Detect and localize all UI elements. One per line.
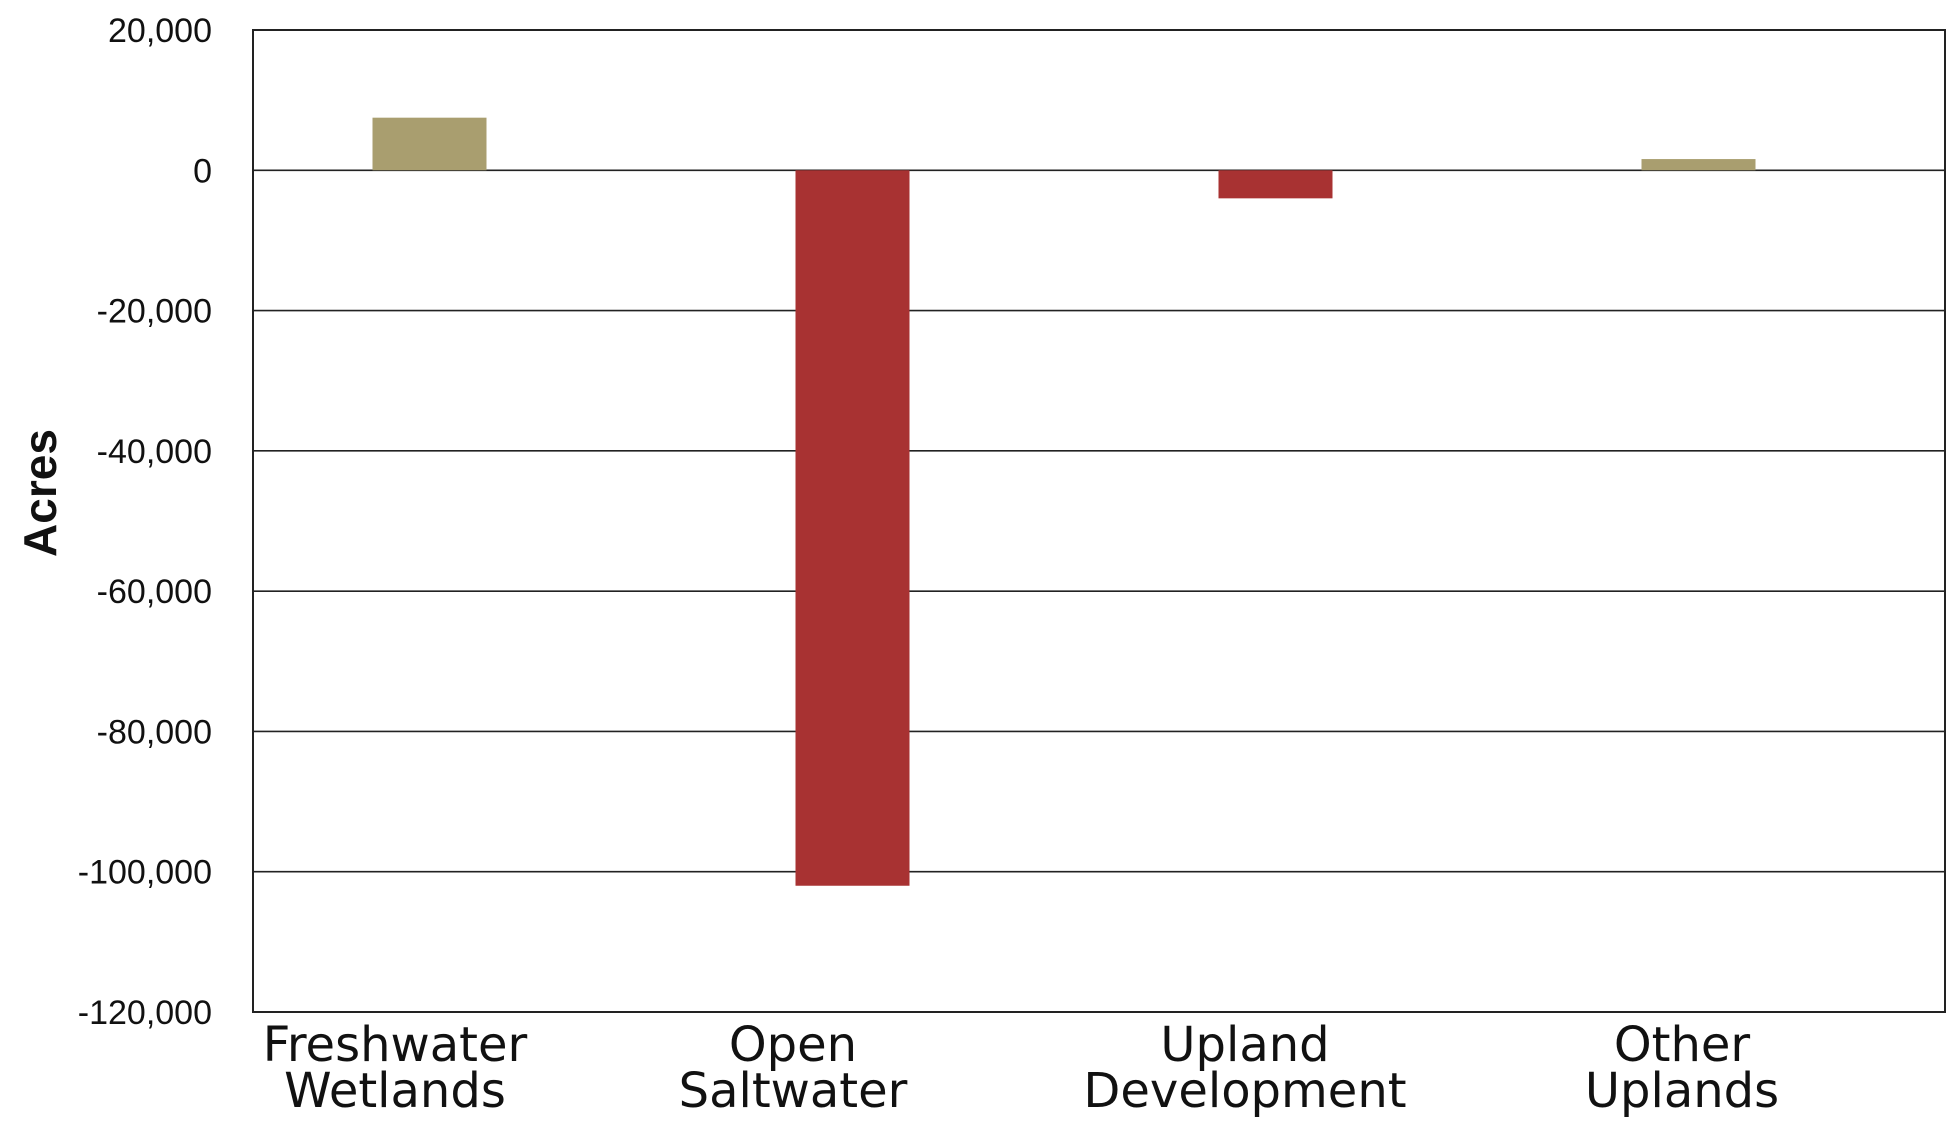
gridlines bbox=[253, 169, 1945, 873]
x-category-label-line: Freshwater bbox=[263, 1017, 528, 1073]
x-category-label-line: Development bbox=[1083, 1063, 1406, 1119]
x-category-label: Open Saltwater bbox=[679, 1017, 908, 1119]
x-category-label: Upland Development bbox=[1083, 1017, 1406, 1119]
y-axis-label: Acres bbox=[14, 429, 66, 557]
bar bbox=[1641, 159, 1756, 171]
y-tick-label: -100,000 bbox=[78, 854, 212, 892]
x-axis-categories: Freshwater Wetlands Open Saltwater Upland Dev… bbox=[263, 1017, 1779, 1119]
x-category-label-line: Open bbox=[729, 1017, 857, 1073]
y-tick-label: 0 bbox=[193, 152, 212, 190]
x-category-label-line: Saltwater bbox=[679, 1063, 908, 1119]
bar bbox=[1218, 170, 1333, 199]
plot-frame bbox=[252, 29, 1946, 1013]
y-axis-ticks: 20,000 0 -20,000 -40,000 -60,000 -80,000 -100,… bbox=[78, 12, 212, 1032]
y-tick-label: -120,000 bbox=[78, 994, 212, 1032]
bar bbox=[372, 117, 487, 171]
y-tick-label: -40,000 bbox=[97, 433, 212, 471]
x-category-label-line: Wetlands bbox=[284, 1063, 506, 1119]
y-tick-label: -20,000 bbox=[97, 293, 212, 331]
y-tick-label: -80,000 bbox=[97, 713, 212, 751]
x-category-label-line: Uplands bbox=[1585, 1063, 1779, 1119]
x-category-label: Other Uplands bbox=[1585, 1017, 1779, 1119]
x-category-label-line: Upland bbox=[1160, 1017, 1329, 1073]
bar bbox=[795, 170, 910, 886]
bars bbox=[372, 117, 1756, 886]
y-tick-label: -60,000 bbox=[97, 573, 212, 611]
x-category-label-line: Other bbox=[1614, 1017, 1751, 1073]
x-category-label: Freshwater Wetlands bbox=[263, 1017, 528, 1119]
y-tick-label: 20,000 bbox=[108, 12, 212, 50]
